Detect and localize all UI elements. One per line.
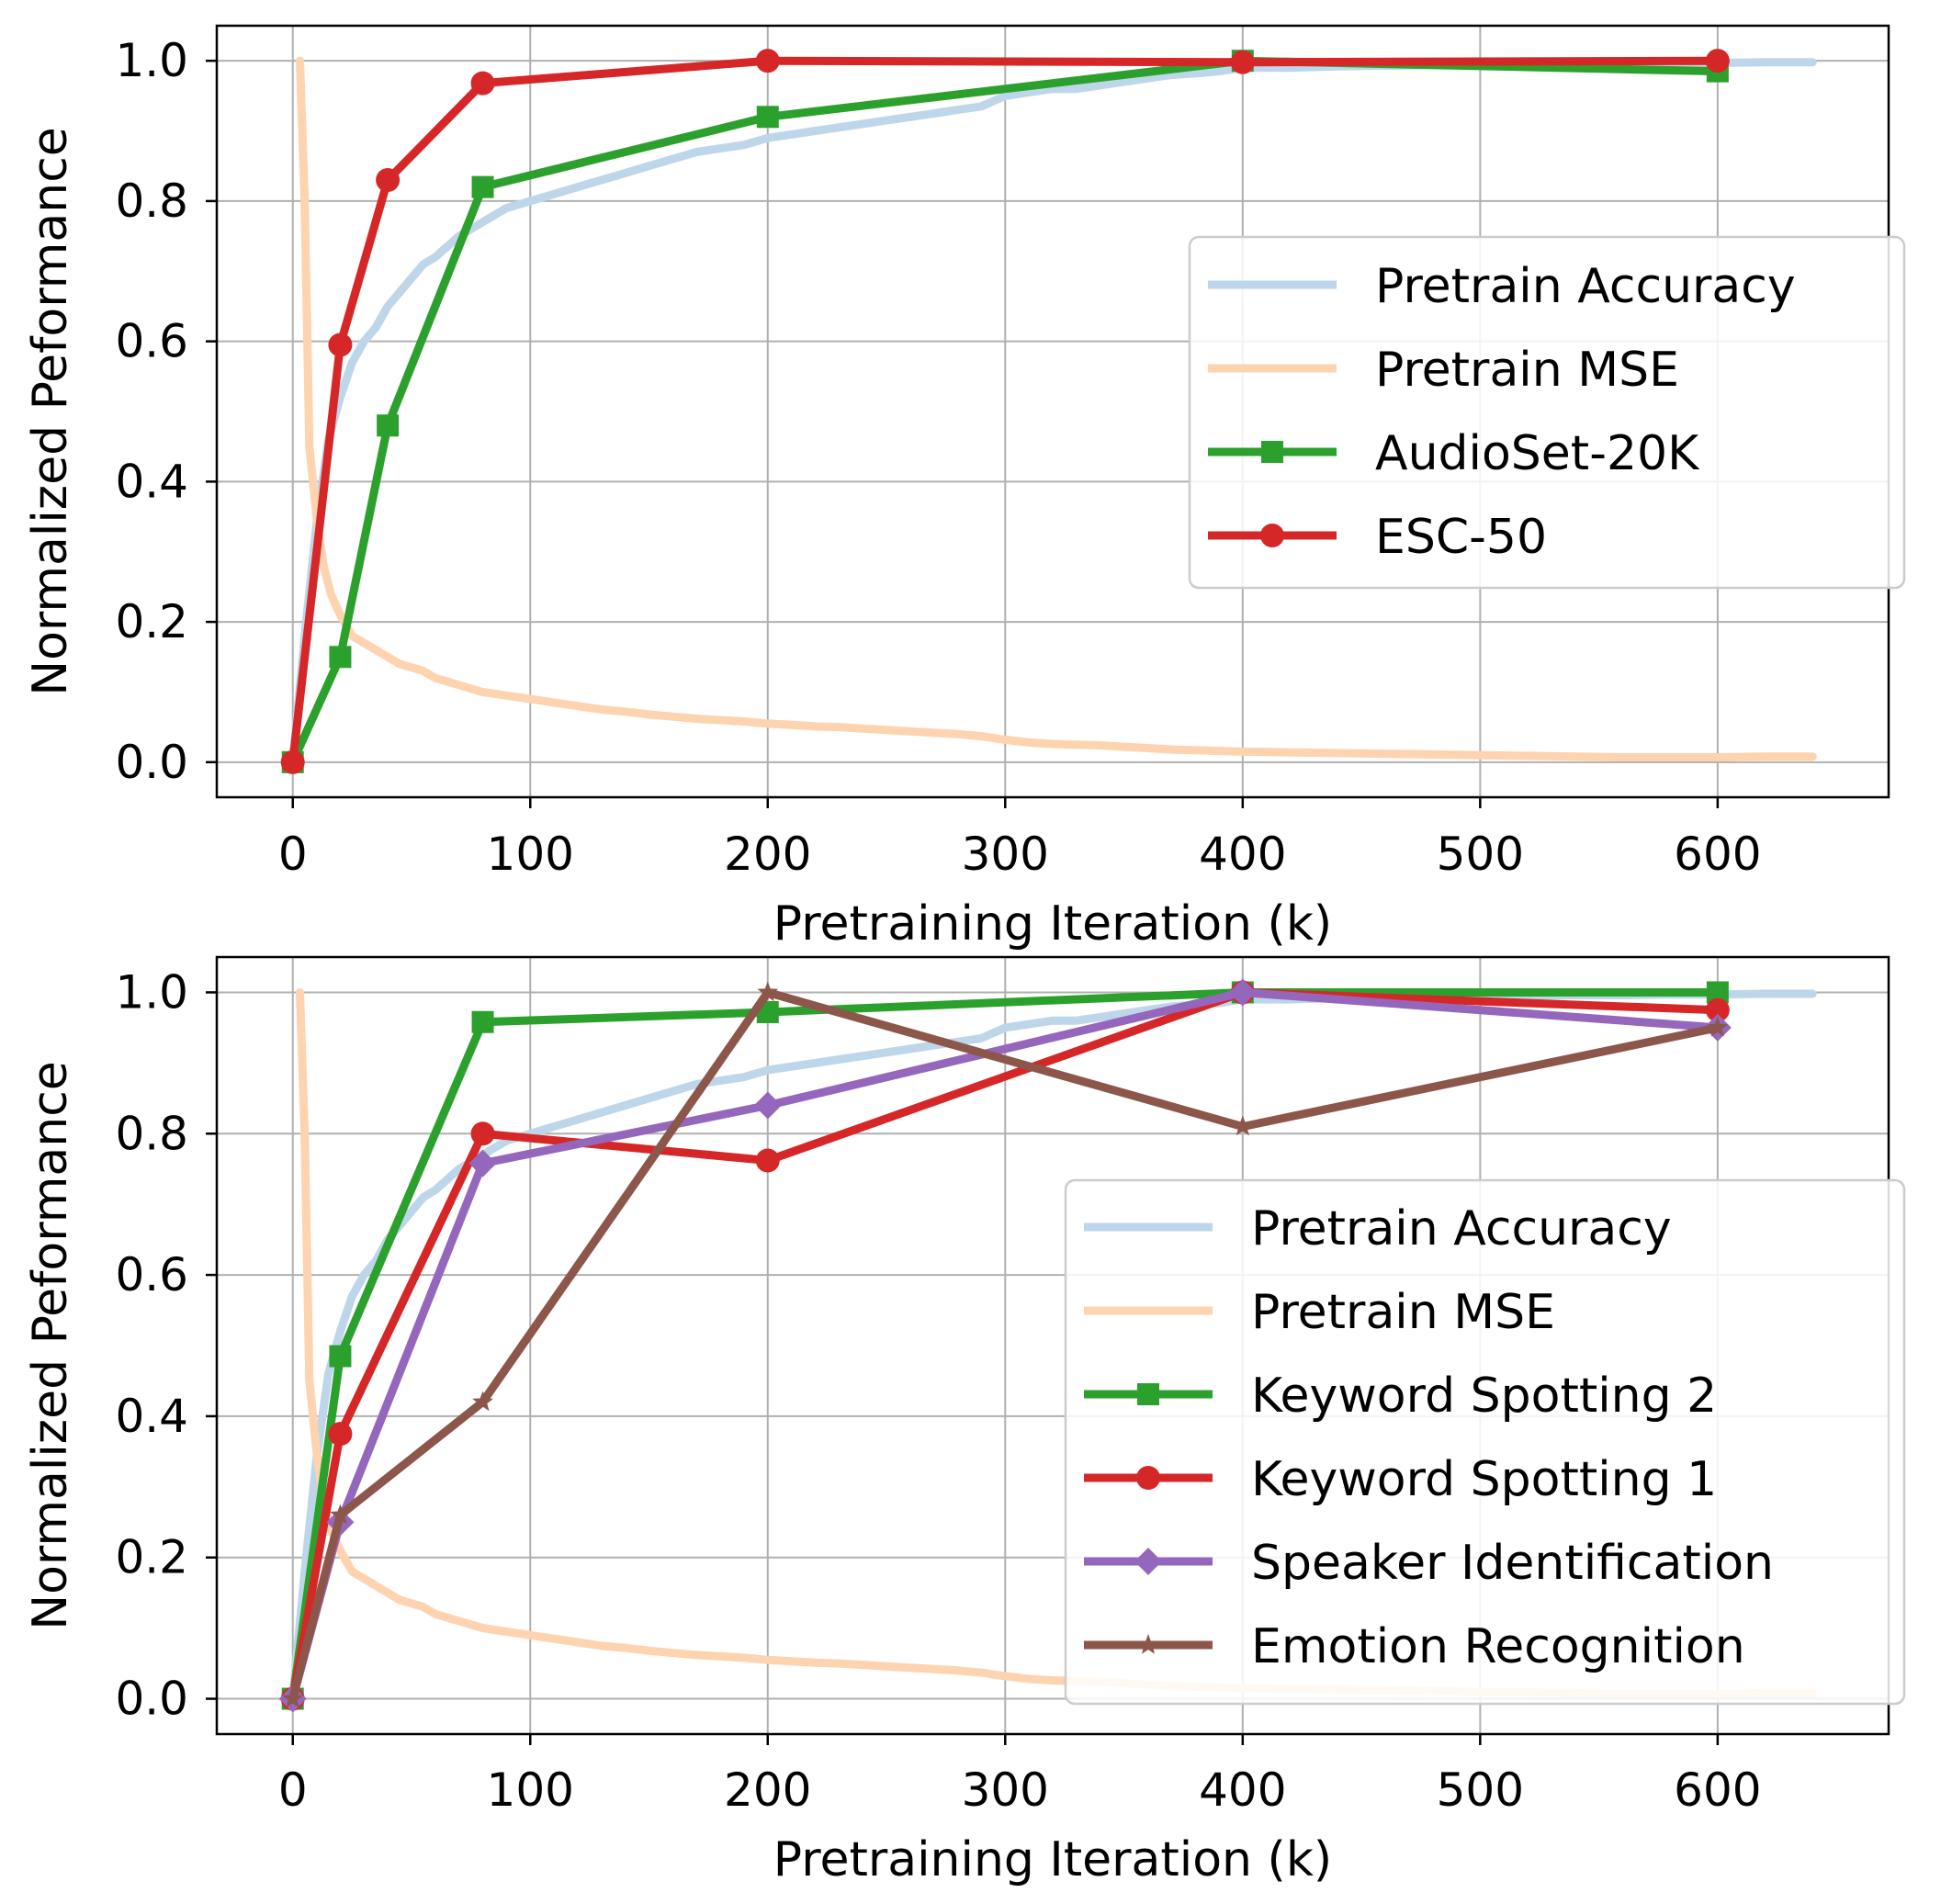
top-point-esc-50 — [470, 71, 495, 96]
bottom-point-speaker-identification — [468, 1149, 497, 1177]
top-point-audioset-20k — [377, 414, 400, 437]
top-point-esc-50 — [280, 749, 305, 774]
top-x-tick-label: 300 — [962, 828, 1049, 881]
bottom-y-tick-label: 0.8 — [115, 1107, 188, 1160]
bottom-line-emotion-recognition — [288, 988, 1722, 1703]
bottom-y-tick-label: 1.0 — [115, 965, 188, 1019]
bottom-x-tick-label: 400 — [1199, 1763, 1286, 1817]
bottom-y-axis-label: Normalized Peformance — [23, 1061, 78, 1630]
bottom-point-keyword-spotting-1 — [328, 1422, 353, 1447]
top-legend: Pretrain Accuracy Pretrain MSE AudioSet-… — [1188, 235, 1906, 590]
top-point-audioset-20k — [756, 106, 779, 129]
bottom-legend-label: Emotion Recognition — [1251, 1619, 1745, 1674]
bottom-y-tick-label: 0.6 — [115, 1248, 188, 1301]
top-x-tick-label: 100 — [487, 828, 574, 881]
top-legend-label: ESC-50 — [1375, 510, 1547, 565]
bottom-x-tick-label: 100 — [487, 1763, 574, 1817]
bottom-y-tick-label: 0.0 — [115, 1673, 188, 1726]
top-x-tick-label: 400 — [1199, 828, 1286, 881]
bottom-point-emotion-recognition — [282, 1687, 304, 1708]
top-y-tick-labels: 0.0 0.2 0.4 0.6 0.8 1.0 — [115, 34, 188, 789]
bottom-legend-marker-keyword-spotting-2 — [1137, 1383, 1159, 1405]
top-x-tick-label: 0 — [278, 828, 308, 881]
top-x-tick-label: 500 — [1437, 828, 1524, 881]
top-point-audioset-20k — [329, 646, 352, 669]
top-point-esc-50 — [376, 168, 401, 192]
top-y-tick-label: 0.6 — [115, 315, 188, 368]
bottom-y-tick-label: 0.2 — [115, 1531, 188, 1584]
bottom-legend-swatches — [1084, 1222, 1213, 1654]
bottom-x-tick-labels: 0 100 200 300 400 500 600 — [278, 1763, 1762, 1817]
bottom-x-tick-label: 0 — [278, 1763, 308, 1817]
bottom-point-emotion-recognition — [1707, 1016, 1729, 1037]
top-x-tick-label: 200 — [724, 828, 811, 881]
top-x-axis-label: Pretraining Iteration (k) — [773, 896, 1332, 952]
top-y-tick-label: 0.8 — [115, 175, 188, 228]
bottom-ticks — [206, 991, 1720, 1745]
bottom-point-keyword-spotting-2 — [329, 1345, 352, 1368]
bottom-point-keyword-spotting-1 — [1705, 997, 1730, 1022]
bottom-point-emotion-recognition — [757, 981, 779, 1002]
bottom-legend-label: Speaker Identification — [1251, 1536, 1774, 1591]
bottom-point-emotion-recognition — [1232, 1115, 1254, 1136]
top-line-pretrain-mse — [296, 56, 1817, 761]
top-y-tick-label: 0.2 — [115, 595, 188, 648]
top-legend-label: Pretrain Accuracy — [1375, 259, 1796, 314]
bottom-chart: 0 100 200 300 400 500 600 0.0 0.2 0.4 0.… — [23, 955, 1906, 1887]
bottom-legend-label: Pretrain Accuracy — [1251, 1201, 1672, 1256]
bottom-x-tick-label: 300 — [962, 1763, 1049, 1817]
top-y-tick-label: 0.4 — [115, 455, 188, 508]
bottom-legend-box — [1064, 1178, 1906, 1706]
top-point-esc-50 — [1705, 49, 1730, 73]
top-x-tick-label: 600 — [1674, 828, 1761, 881]
top-point-esc-50 — [1230, 50, 1255, 74]
top-point-esc-50 — [328, 332, 353, 357]
top-legend-marker-audioset-20k — [1261, 441, 1283, 463]
top-point-audioset-20k — [471, 175, 494, 198]
bottom-y-tick-labels: 0.0 0.2 0.4 0.6 0.8 1.0 — [115, 965, 188, 1725]
bottom-legend-label: Keyword Spotting 2 — [1251, 1369, 1717, 1424]
bottom-legend: Pretrain Accuracy Pretrain MSE Keyword S… — [1064, 1178, 1906, 1706]
bottom-point-emotion-recognition — [330, 1504, 351, 1525]
top-series-layer — [280, 49, 1817, 774]
top-series-esc-50 — [280, 49, 1730, 774]
top-x-tick-labels: 0 100 200 300 400 500 600 — [278, 828, 1762, 881]
bottom-legend-marker-speaker-identification — [1134, 1548, 1162, 1575]
bottom-legend-label: Keyword Spotting 1 — [1251, 1452, 1717, 1507]
bottom-point-keyword-spotting-2 — [471, 1010, 494, 1033]
bottom-point-emotion-recognition — [472, 1391, 493, 1412]
bottom-legend-marker-keyword-spotting-1 — [1136, 1466, 1160, 1490]
top-point-esc-50 — [755, 49, 780, 73]
bottom-x-axis-label: Pretraining Iteration (k) — [773, 1832, 1332, 1887]
bottom-x-tick-label: 600 — [1674, 1763, 1761, 1817]
bottom-series-emotion-recognition — [282, 981, 1729, 1708]
top-y-axis-label: Normalized Peformance — [23, 127, 78, 696]
top-legend-label: Pretrain MSE — [1375, 343, 1679, 398]
top-y-tick-label: 1.0 — [115, 34, 188, 87]
top-y-tick-label: 0.0 — [115, 736, 188, 789]
bottom-point-keyword-spotting-1 — [755, 1148, 780, 1173]
top-ticks — [206, 59, 1720, 808]
bottom-legend-label: Pretrain MSE — [1251, 1285, 1555, 1340]
bottom-legend-marker-emotion-recognition — [1137, 1634, 1159, 1654]
top-legend-box — [1188, 235, 1906, 590]
bottom-x-tick-label: 200 — [724, 1763, 811, 1817]
top-series-pretrain-mse — [296, 56, 1817, 761]
bottom-point-keyword-spotting-1 — [470, 1121, 495, 1146]
bottom-point-speaker-identification — [1228, 978, 1257, 1007]
bottom-point-speaker-identification — [753, 1091, 782, 1120]
bottom-x-tick-label: 500 — [1437, 1763, 1524, 1817]
top-legend-swatches — [1208, 280, 1337, 547]
top-chart: 0 100 200 300 400 500 600 0.0 0.2 0.4 0.… — [23, 24, 1906, 952]
top-legend-label: AudioSet-20K — [1375, 426, 1700, 481]
bottom-y-tick-label: 0.4 — [115, 1390, 188, 1443]
top-legend-marker-esc-50 — [1260, 524, 1284, 547]
